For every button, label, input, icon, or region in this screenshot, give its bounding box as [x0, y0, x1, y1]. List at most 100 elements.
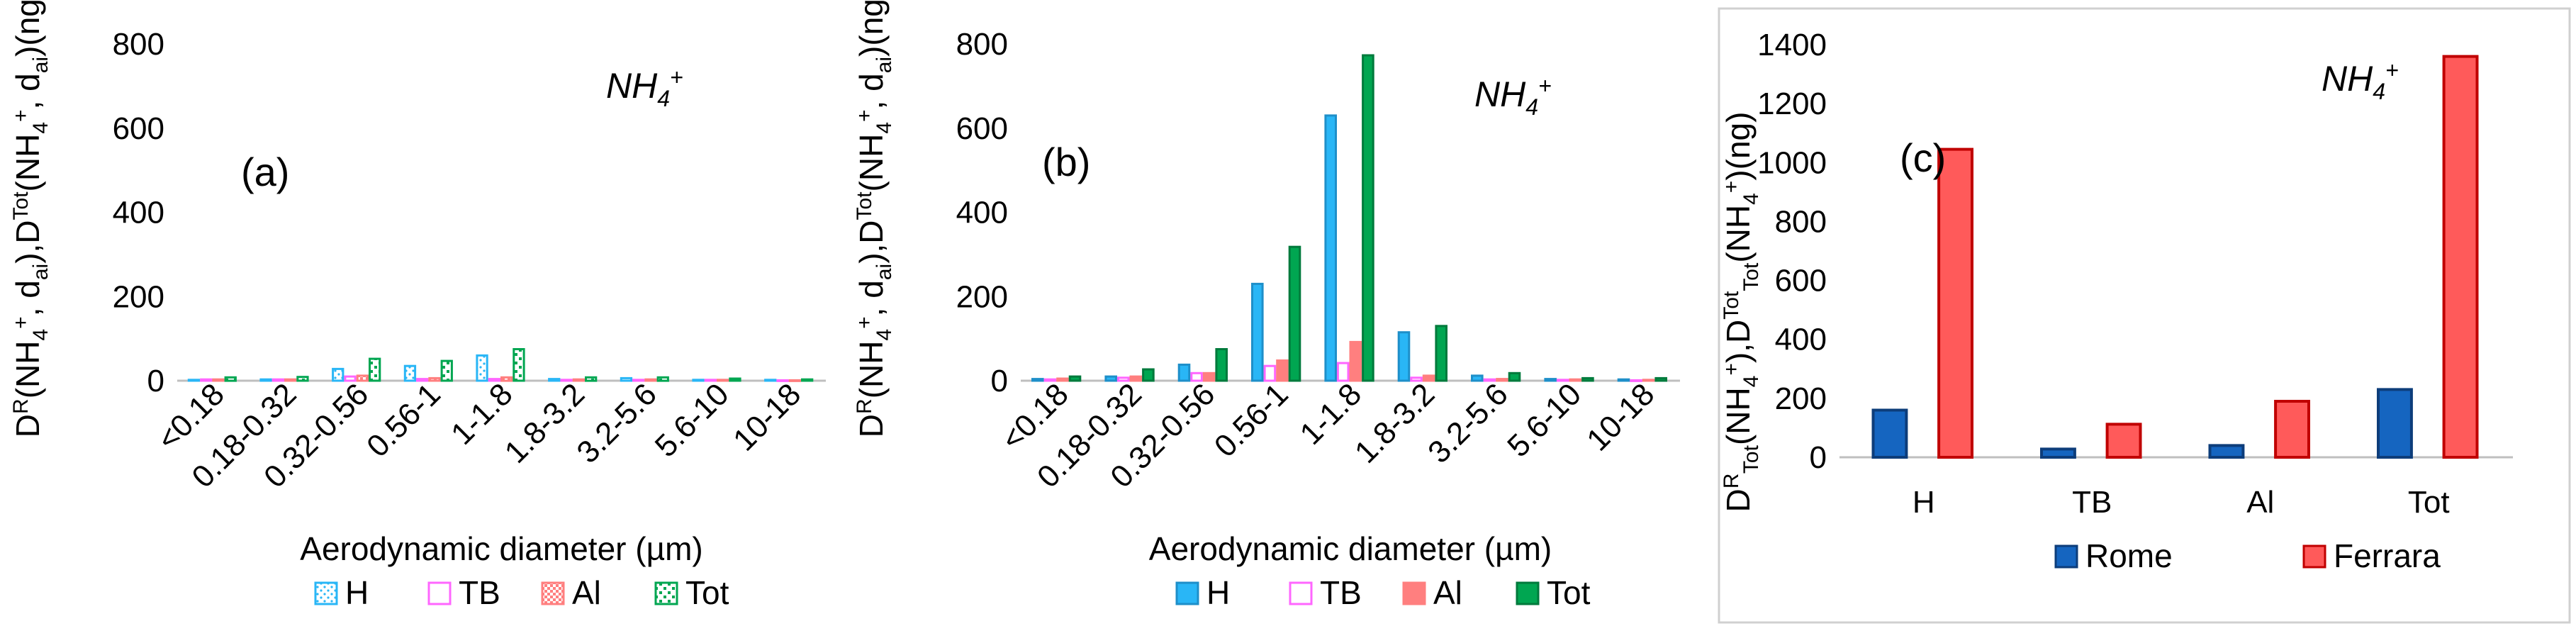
ylabel-sub: Tot: [1740, 445, 1763, 474]
annotation-base: NH: [1474, 74, 1526, 114]
bar-h: [1104, 375, 1118, 382]
bar-rome: [2040, 447, 2076, 459]
y-tick-label: 1000: [1757, 145, 1827, 180]
panel-label: (c): [1900, 135, 1946, 180]
y-tick-label: 800: [1775, 204, 1827, 239]
y-tick-label: 0: [147, 364, 164, 398]
bar-al: [500, 376, 513, 382]
legend-label-al: Al: [572, 574, 601, 611]
legend-label-al: Al: [1433, 574, 1462, 611]
bar-tot: [1288, 245, 1301, 382]
bar-h: [1471, 374, 1484, 382]
ylabel-part: , d: [853, 73, 890, 109]
bar-tb: [416, 378, 429, 382]
bar-ferrara: [1937, 147, 1974, 459]
annotation-base: NH: [2322, 59, 2373, 99]
bar-h: [187, 379, 201, 382]
annotation-sup: +: [2385, 57, 2399, 83]
bar-al: [356, 374, 369, 382]
ylabel-part: (NH: [853, 341, 890, 399]
legend-label-ferrara: Ferrara: [2334, 537, 2441, 574]
y-tick-label: 200: [113, 279, 164, 314]
bar-h: [1324, 114, 1338, 382]
ylabel-part: (NH: [853, 134, 890, 192]
ylabel-sup: Tot: [853, 191, 876, 220]
y-tick-label: 600: [1775, 264, 1827, 298]
ylabel-part: , d: [9, 280, 46, 316]
bar-al: [1276, 359, 1289, 382]
ylabel-sup: R: [9, 398, 33, 414]
legend-label-rome: Rome: [2085, 537, 2173, 574]
y-tick-label: 1200: [1757, 86, 1827, 121]
legend-swatch-tb: [1289, 581, 1313, 605]
bar-tb: [560, 379, 573, 382]
ylabel-part: (NH: [1720, 387, 1757, 445]
bar-tot: [729, 377, 741, 382]
ylabel-sup: +: [9, 316, 33, 329]
legend-label-tot: Tot: [1547, 574, 1591, 611]
x-axis-title: Aerodynamic diameter (µm): [1149, 530, 1552, 567]
legend-swatch-tot: [1516, 581, 1540, 605]
bar-al: [1496, 378, 1508, 382]
y-tick-label: 400: [956, 196, 1008, 230]
ylabel-sub: 4: [1740, 376, 1763, 388]
bar-tot: [296, 376, 309, 382]
bar-tot: [1654, 376, 1667, 382]
ylabel-part: )(ng): [853, 0, 890, 57]
panel-label: (b): [1042, 140, 1090, 184]
ylabel-sub: 4: [1740, 193, 1763, 205]
bar-tb: [1556, 379, 1569, 382]
legend-label-h: H: [1206, 574, 1230, 611]
ylabel-sup: +: [9, 109, 33, 122]
ylabel-sup: Tot: [9, 191, 33, 220]
bar-al: [284, 378, 297, 382]
y-tick-label: 200: [956, 279, 1008, 314]
category-label: 0.56-1: [1208, 376, 1295, 464]
bar-rome: [2377, 388, 2413, 459]
bar-tot: [585, 376, 598, 382]
category-label: 3.2-5.6: [1421, 376, 1515, 470]
y-tick-label: 0: [991, 364, 1008, 398]
ylabel-sup: R: [853, 398, 876, 414]
bar-tb: [1336, 362, 1350, 382]
panel-c-frame: [1718, 7, 2571, 624]
ylabel-part: ),D: [1720, 320, 1757, 363]
bar-h: [1397, 331, 1411, 382]
bar-al: [1569, 378, 1582, 382]
species-annotation: NH4+: [2322, 57, 2399, 104]
bar-h: [548, 378, 561, 382]
legend-label-tot: Tot: [685, 574, 729, 611]
ylabel-sup: +: [1720, 181, 1743, 194]
bar-tb: [200, 378, 213, 382]
bar-tb: [488, 378, 501, 382]
legend-swatch-h: [1175, 581, 1199, 605]
category-label: H: [1913, 485, 1935, 520]
ylabel-sup: +: [853, 316, 876, 329]
bar-al: [1349, 340, 1362, 382]
ylabel-sub: ai: [873, 264, 896, 280]
bar-h: [259, 378, 272, 382]
bar-al: [644, 378, 657, 382]
category-label: 5.6-10: [649, 376, 736, 464]
ylabel-part: ),D: [853, 220, 890, 263]
annotation-sup: +: [1538, 73, 1552, 99]
bar-tb: [1483, 378, 1496, 382]
bar-tot: [440, 359, 453, 382]
bar-tot: [1508, 371, 1521, 382]
y-tick-label: 400: [113, 196, 164, 230]
annotation-sup: +: [670, 65, 683, 90]
category-label: 3.2-5.6: [570, 376, 663, 470]
ylabel-sub: 4: [29, 122, 52, 134]
species-annotation: NH4+: [1474, 73, 1552, 120]
bar-h: [1251, 282, 1264, 382]
bar-al: [428, 376, 441, 382]
y-tick-label: 600: [956, 111, 1008, 146]
ylabel-sub: ai: [29, 264, 52, 280]
bar-h: [332, 367, 345, 382]
ylabel-sub: 4: [873, 122, 896, 134]
bar-tb: [704, 379, 717, 382]
bar-h: [476, 354, 488, 382]
y-tick-label: 400: [1775, 323, 1827, 357]
bar-al: [1202, 371, 1216, 382]
